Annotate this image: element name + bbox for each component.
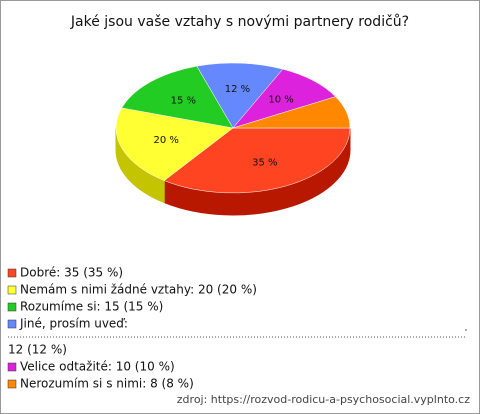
source: zdroj: https://rozvod-rodicu-a-psychosoc… [177, 393, 470, 406]
pie-slice [232, 68, 336, 129]
legend-label: Dobré: 35 (35 %) [20, 266, 123, 280]
legend-swatch [7, 319, 17, 329]
legend-swatch [7, 302, 17, 312]
legend-label: Velice odtažité: 10 (10 %) [20, 360, 175, 374]
pie-slice [196, 62, 284, 129]
pie-slice [232, 96, 351, 129]
slice-label: 12 % [225, 84, 250, 95]
slice-label: 35 % [252, 158, 277, 169]
chart-title: Jaké jsou vaše vztahy s novými partnery … [70, 14, 409, 30]
pie-slice [163, 127, 351, 194]
legend-swatch [7, 379, 17, 389]
legend-detail: 12 (12 %) [8, 343, 67, 357]
legend-label: Nerozumím si s nimi: 8 (8 %) [20, 377, 194, 391]
pie-slice [115, 107, 234, 181]
legend-label: Rozumíme si: 15 (15 %) [20, 300, 163, 314]
pie-slice [121, 65, 234, 129]
legend-swatch [7, 268, 17, 278]
legend-swatch [7, 285, 17, 295]
legend-label: Jiné, prosím uveď: [19, 317, 128, 331]
slice-label: 20 % [154, 135, 179, 146]
legend-label: Nemám s nimi žádné vztahy: 20 (20 %) [20, 283, 257, 297]
slice-label: 15 % [171, 95, 196, 106]
legend-swatch [7, 362, 17, 372]
slice-label: 10 % [268, 95, 293, 106]
